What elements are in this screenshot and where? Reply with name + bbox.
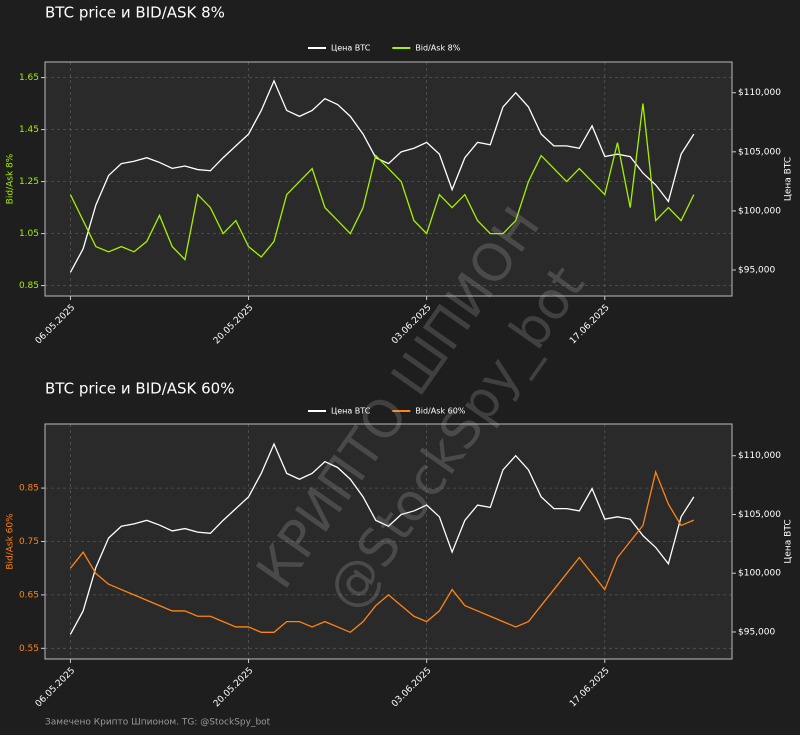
y-axis-label: Bid/Ask 8% [6,153,16,204]
chart-title: BTC price и BID/ASK 8% [45,4,225,22]
y2-tick-label: $100,000 [738,569,781,579]
legend-label: Цена BTC [331,407,371,416]
y2-tick-label: $95,000 [738,627,775,637]
y-tick-label: 1.05 [19,229,39,239]
y2-tick-label: $100,000 [738,206,781,216]
plot-frame [44,423,733,660]
legend-label: Bid/Ask 8% [415,44,460,53]
legend-label: Цена BTC [331,44,371,53]
y-axis-label: Bid/Ask 60% [6,513,16,570]
series-line [69,442,695,635]
legend-label: Bid/Ask 60% [415,407,465,416]
series-line [69,79,695,273]
y-tick-label: 0.75 [19,537,39,547]
y2-axis-label: Цена BTC [784,157,794,201]
footer: Замечено Крипто Шпионом. TG: @StockSpy_b… [45,718,271,728]
y-tick-label: 0.55 [19,644,39,654]
chart-title: BTC price и BID/ASK 60% [45,380,234,398]
y2-tick-label: $110,000 [738,88,781,98]
y-tick-label: 1.45 [19,125,39,135]
series-line [69,469,695,634]
y2-tick-label: $105,000 [738,510,781,520]
plot-frame [44,61,733,297]
y-tick-label: 0.85 [19,484,39,494]
y2-axis-label: Цена BTC [784,519,794,563]
y-tick-label: 1.25 [19,177,39,187]
y-tick-label: 0.65 [19,590,39,600]
series-line [69,103,695,261]
y-tick-label: 1.65 [19,73,39,83]
y2-tick-label: $95,000 [738,266,775,276]
y2-tick-label: $105,000 [738,147,781,157]
y2-tick-label: $110,000 [738,451,781,461]
plot-area [45,62,732,296]
y-tick-label: 0.85 [19,281,39,291]
